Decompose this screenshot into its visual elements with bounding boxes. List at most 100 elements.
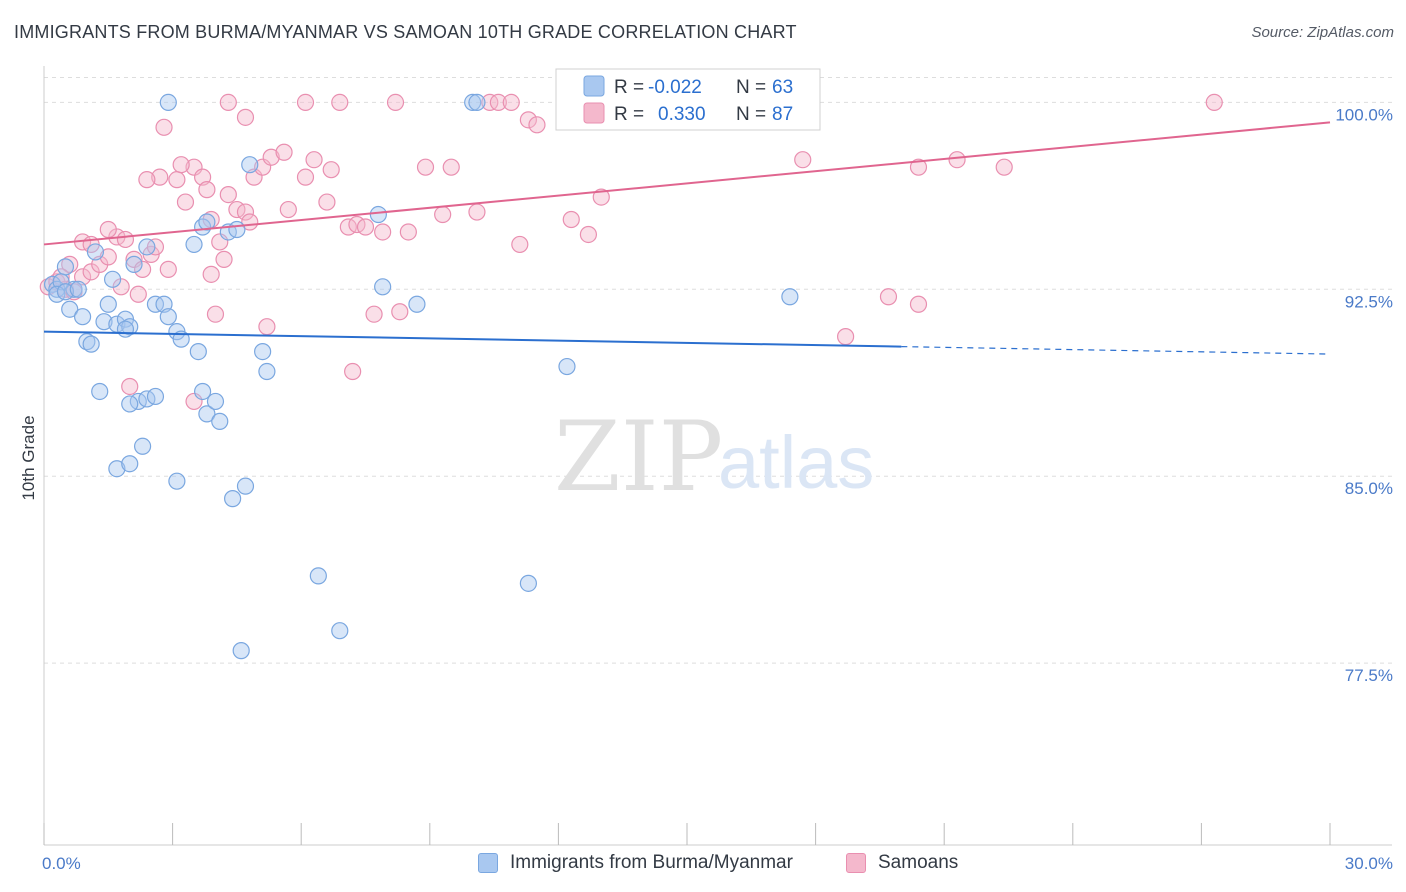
samoans-point-21: [168, 171, 186, 189]
samoans-point-78: [794, 151, 812, 169]
burma-point-43: [133, 437, 152, 455]
burma-point-15: [99, 295, 117, 313]
samoans-point-22: [176, 193, 195, 211]
stats-n-label-1: N =: [736, 77, 766, 98]
samoans-point-56: [434, 205, 452, 224]
burma-points: [43, 93, 799, 660]
x-tick-labels: 0.0% 30.0%: [42, 854, 1393, 873]
burma-point-13: [82, 335, 100, 353]
burma-point-0: [159, 93, 177, 111]
burma-point-37: [254, 342, 272, 361]
burma-point-49: [309, 567, 327, 585]
stats-r-label-1: R =: [614, 77, 644, 98]
samoans-point-85: [837, 328, 855, 346]
burma-point-42: [121, 395, 139, 413]
samoans-point-41: [275, 143, 293, 161]
samoans-point-73: [489, 93, 507, 111]
samoans-point-28: [215, 250, 233, 268]
burma-trend-line: [43, 330, 902, 348]
legend-item-samoans[interactable]: Samoans: [846, 852, 958, 874]
watermark-atlas: atlas: [718, 421, 874, 504]
burma-point-56: [519, 574, 537, 592]
stats-n-value-1: 63: [772, 77, 793, 98]
y-tick-label-2: 92.5%: [1345, 292, 1393, 311]
samoans-point-20: [159, 260, 177, 278]
samoans-point-74: [502, 93, 520, 111]
samoans-point-51: [365, 305, 383, 323]
samoans-point-58: [468, 203, 486, 221]
legend-swatch-samoans: [846, 853, 866, 873]
legend-swatch-burma: [478, 853, 498, 873]
stats-r-value-2: 0.330: [658, 104, 706, 125]
burma-point-29: [198, 213, 216, 231]
burma-point-23: [159, 308, 177, 326]
samoans-point-61: [579, 225, 598, 244]
samoans-point-84: [1205, 93, 1223, 111]
samoans-point-59: [511, 235, 529, 254]
burma-point-14: [91, 382, 109, 401]
burma-point-61: [103, 270, 122, 288]
burma-point-32: [194, 382, 212, 401]
samoans-point-46: [322, 161, 340, 179]
samoans-point-44: [305, 151, 323, 169]
burma-point-46: [168, 472, 186, 490]
samoans-point-50: [356, 218, 375, 236]
legend-label-burma: Immigrants from Burma/Myanmar: [510, 852, 793, 873]
chart-title: IMMIGRANTS FROM BURMA/MYANMAR VS SAMOAN …: [14, 22, 797, 42]
burma-point-10: [95, 313, 113, 331]
legend: Immigrants from Burma/Myanmar Samoans: [0, 848, 1406, 882]
stats-r-value-1: -0.022: [648, 77, 702, 98]
burma-point-45: [121, 455, 139, 473]
samoans-point-68: [236, 108, 255, 126]
burma-point-25: [172, 330, 190, 348]
burma-point-53: [374, 278, 392, 296]
source-label: Source: ZipAtlas.com: [1251, 24, 1394, 41]
legend-item-burma[interactable]: Immigrants from Burma/Myanmar: [478, 852, 793, 874]
x-tick-label-0: 0.0%: [42, 854, 81, 873]
samoans-point-32: [155, 118, 173, 136]
samoans-point-43: [296, 168, 315, 186]
burma-point-44: [108, 460, 126, 478]
samoans-point-69: [296, 93, 315, 111]
samoans-point-33: [172, 156, 190, 174]
samoans-point-30: [151, 168, 169, 186]
burma-point-20: [138, 238, 156, 256]
stats-n-label-2: N =: [736, 104, 766, 125]
burma-point-52: [369, 205, 387, 224]
y-axis-title: 10th Grade: [19, 415, 38, 500]
burma-point-1: [464, 93, 482, 111]
samoans-point-60: [562, 210, 580, 229]
y-tick-labels: 77.5% 85.0% 92.5% 100.0%: [1335, 105, 1393, 685]
x-tick-label-1: 30.0%: [1345, 854, 1393, 873]
stats-blue-swatch: [583, 75, 605, 97]
burma-point-54: [408, 295, 426, 313]
burma-point-8: [73, 308, 92, 326]
burma-point-57: [781, 288, 799, 306]
samoans-point-42: [279, 200, 297, 219]
burma-point-41: [146, 387, 165, 406]
samoans-point-79: [879, 288, 898, 306]
y-tick-label-1: 85.0%: [1345, 479, 1393, 498]
stats-pink-swatch: [583, 102, 605, 124]
legend-label-samoans: Samoans: [878, 852, 959, 873]
samoans-point-48: [344, 362, 362, 381]
samoans-point-75: [519, 111, 537, 129]
samoans-point-70: [331, 93, 349, 111]
samoans-point-71: [386, 93, 405, 111]
samoans-point-34: [219, 185, 237, 204]
samoans-point-40: [262, 148, 280, 166]
samoans-point-66: [258, 318, 276, 336]
stats-n-value-2: 87: [772, 104, 793, 125]
burma-point-26: [189, 342, 207, 361]
samoans-point-16: [129, 285, 147, 303]
burma-point-50: [331, 622, 349, 640]
samoans-point-80: [909, 158, 928, 176]
burma-point-47: [224, 490, 242, 508]
burma-point-55: [558, 357, 576, 376]
samoans-point-52: [374, 223, 392, 241]
stats-box: R = -0.022 N = 63 R = 0.330 N = 87: [555, 68, 821, 131]
burma-point-19: [116, 320, 135, 338]
burma-point-34: [206, 392, 225, 411]
samoans-point-65: [206, 305, 225, 323]
